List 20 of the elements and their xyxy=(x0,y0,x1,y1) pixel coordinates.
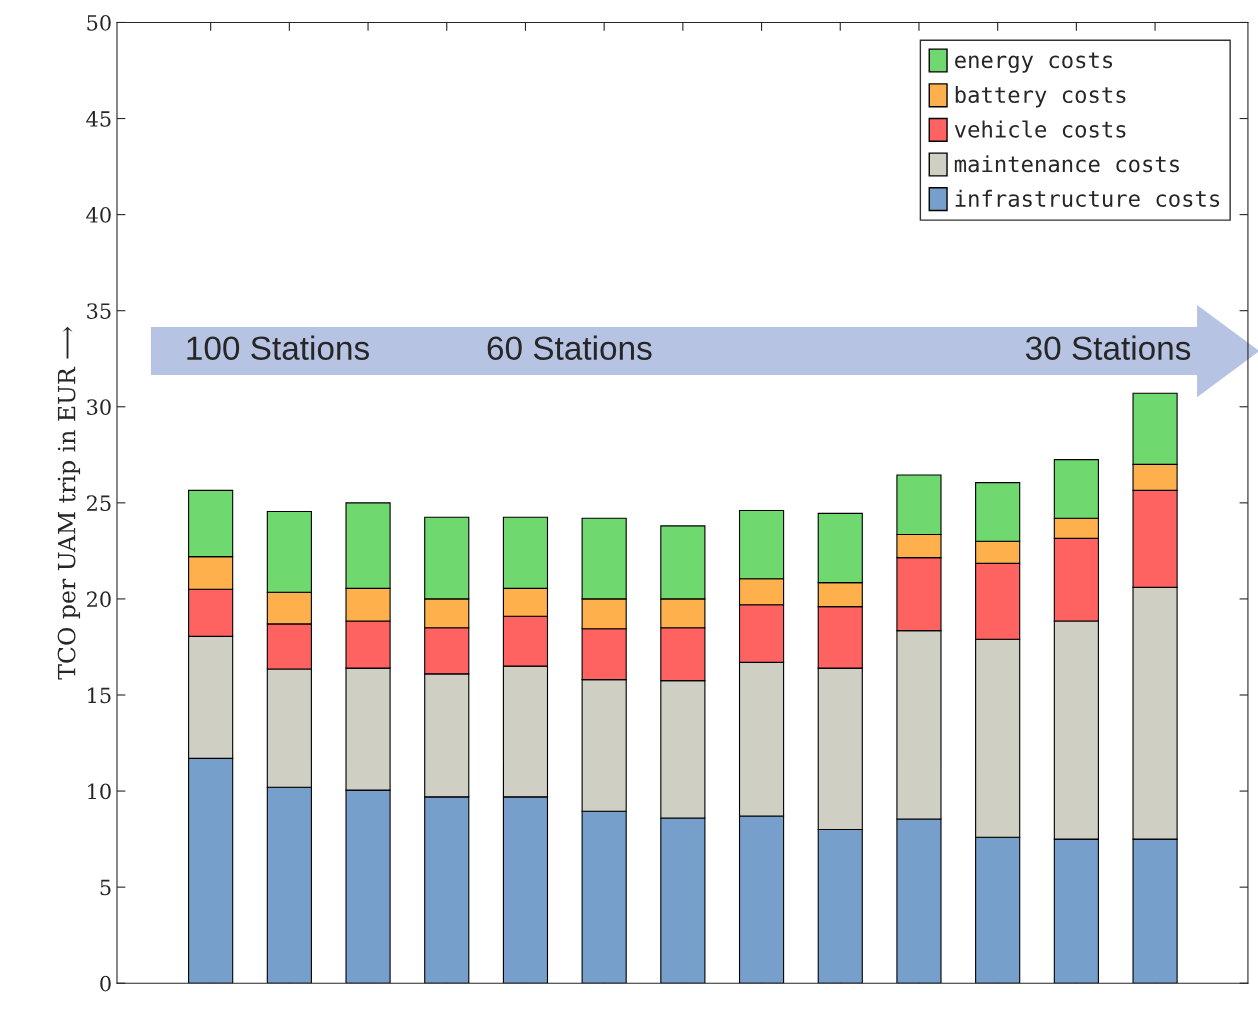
legend-label: vehicle costs xyxy=(954,120,1126,138)
legend-label: maintenance costs xyxy=(954,155,1179,173)
annotation: 100 Stations xyxy=(187,335,369,360)
legend-label: energy costs xyxy=(955,52,1113,73)
y-tick-label: 5 xyxy=(100,879,111,896)
y-tick-label: 35 xyxy=(87,303,111,319)
y-tick-label: 30 xyxy=(87,399,111,415)
annotation: 60 Stations xyxy=(487,335,652,360)
y-tick-label: 50 xyxy=(87,14,111,31)
y-tick-label: 25 xyxy=(87,495,111,512)
y-tick-label: 15 xyxy=(88,687,111,704)
y-tick-label: 45 xyxy=(86,110,111,127)
y-tick-label: 40 xyxy=(86,207,111,223)
annotation: 30 Stations xyxy=(1025,335,1191,360)
y-tick-label: 20 xyxy=(87,591,111,608)
y-tick-label: 10 xyxy=(88,783,111,800)
legend-label: infrastructure costs xyxy=(955,189,1220,207)
y-tick-label: 0 xyxy=(100,975,111,992)
legend-label: battery costs xyxy=(955,85,1126,108)
y-axis-title: TCO per UAM trip in EUR ⟶ xyxy=(57,326,81,680)
